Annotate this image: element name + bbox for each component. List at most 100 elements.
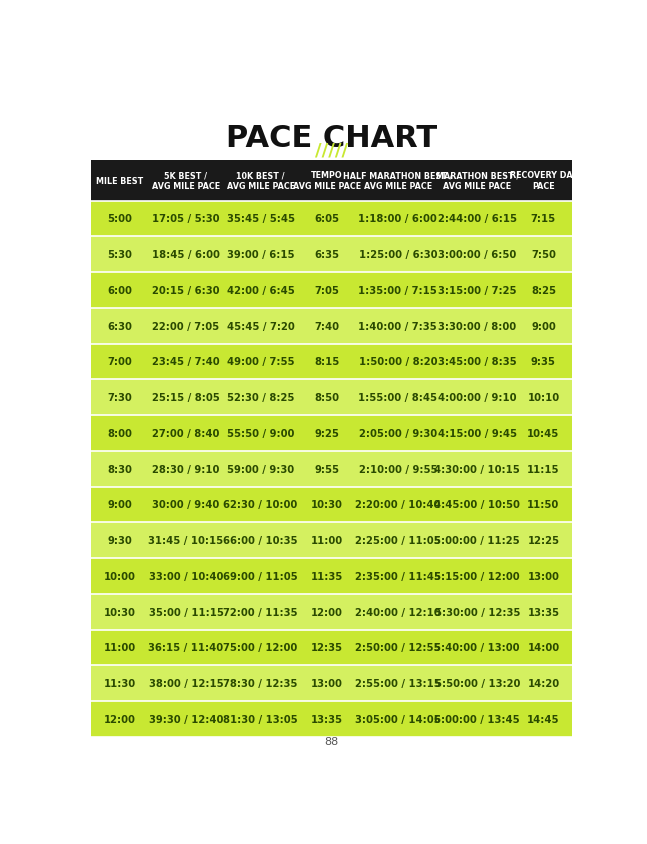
Text: 8:15: 8:15 [314,357,340,367]
Text: 2:44:00 / 6:15: 2:44:00 / 6:15 [438,214,517,225]
Text: 35:45 / 5:45: 35:45 / 5:45 [226,214,294,225]
Text: 7:30: 7:30 [107,392,132,403]
Bar [91,665,573,701]
Text: MARATHON BEST /
AVG MILE PACE: MARATHON BEST / AVG MILE PACE [435,171,519,192]
Text: 1:50:00 / 8:20: 1:50:00 / 8:20 [358,357,437,367]
Text: 69:00 / 11:05: 69:00 / 11:05 [223,571,298,582]
Bar [91,594,573,630]
Text: 8:00: 8:00 [107,429,132,438]
Text: 7:05: 7:05 [314,285,339,295]
Text: 12:25: 12:25 [527,536,560,545]
Text: 5:00:00 / 11:25: 5:00:00 / 11:25 [434,536,520,545]
Bar [91,415,573,452]
Text: 11:00: 11:00 [311,536,343,545]
Text: 6:30: 6:30 [107,322,132,332]
Text: 1:55:00 / 8:45: 1:55:00 / 8:45 [358,392,437,403]
Text: TEMPO
AVG MILE PACE: TEMPO AVG MILE PACE [292,171,361,192]
Text: 39:30 / 12:40: 39:30 / 12:40 [149,714,223,724]
Text: 5:15:00 / 12:00: 5:15:00 / 12:00 [434,571,520,582]
Text: 13:00: 13:00 [311,679,343,689]
Text: 13:35: 13:35 [311,714,343,724]
Text: 4:30:00 / 10:15: 4:30:00 / 10:15 [434,464,520,474]
Text: PACE CHART: PACE CHART [226,124,437,153]
Bar [91,559,573,594]
Text: 6:00: 6:00 [107,285,132,295]
Text: 38:00 / 12:15: 38:00 / 12:15 [149,679,223,689]
Text: 14:20: 14:20 [527,679,560,689]
Text: 33:00 / 10:40: 33:00 / 10:40 [149,571,223,582]
Text: 7:50: 7:50 [531,250,556,260]
Text: 2:10:00 / 9:55: 2:10:00 / 9:55 [358,464,437,474]
Text: 1:40:00 / 7:35: 1:40:00 / 7:35 [358,322,437,332]
Text: 13:00: 13:00 [527,571,559,582]
Text: 3:05:00 / 14:05: 3:05:00 / 14:05 [355,714,441,724]
Text: 9:00: 9:00 [107,500,132,510]
Text: 5K BEST /
AVG MILE PACE: 5K BEST / AVG MILE PACE [152,171,220,192]
Text: 1:35:00 / 7:15: 1:35:00 / 7:15 [358,285,437,295]
Text: 2:40:00 / 12:10: 2:40:00 / 12:10 [355,607,441,617]
Text: 2:35:00 / 11:45: 2:35:00 / 11:45 [355,571,441,582]
Text: 4:15:00 / 9:45: 4:15:00 / 9:45 [438,429,517,438]
Text: 12:00: 12:00 [311,607,343,617]
Text: 25:15 / 8:05: 25:15 / 8:05 [152,392,220,403]
Text: 5:30:00 / 12:35: 5:30:00 / 12:35 [435,607,520,617]
Bar [91,308,573,344]
Text: 1:18:00 / 6:00: 1:18:00 / 6:00 [358,214,437,225]
Bar [91,202,573,237]
Text: HALF MARATHON BEST /
AVG MILE PACE: HALF MARATHON BEST / AVG MILE PACE [343,171,452,192]
Text: 10K BEST /
AVG MILE PACE: 10K BEST / AVG MILE PACE [226,171,294,192]
Bar [91,237,573,273]
Text: 9:55: 9:55 [314,464,339,474]
Text: 2:20:00 / 10:40: 2:20:00 / 10:40 [355,500,441,510]
Text: 8:50: 8:50 [314,392,339,403]
Text: 11:00: 11:00 [104,642,136,652]
Text: 75:00 / 12:00: 75:00 / 12:00 [223,642,298,652]
Text: MILE BEST: MILE BEST [96,176,144,186]
Text: 12:00: 12:00 [104,714,136,724]
Text: 62:30 / 10:00: 62:30 / 10:00 [223,500,298,510]
Text: 9:30: 9:30 [107,536,132,545]
Text: 49:00 / 7:55: 49:00 / 7:55 [227,357,294,367]
Text: 28:30 / 9:10: 28:30 / 9:10 [152,464,220,474]
Bar [91,701,573,737]
Text: 5:40:00 / 13:00: 5:40:00 / 13:00 [434,642,520,652]
Text: 9:35: 9:35 [531,357,556,367]
Text: 3:30:00 / 8:00: 3:30:00 / 8:00 [438,322,516,332]
Text: 4:00:00 / 9:10: 4:00:00 / 9:10 [438,392,516,403]
Bar [91,487,573,522]
Text: 27:00 / 8:40: 27:00 / 8:40 [152,429,220,438]
Text: 13:35: 13:35 [527,607,560,617]
Text: 2:25:00 / 11:05: 2:25:00 / 11:05 [355,536,441,545]
Bar [91,380,573,415]
Text: 3:45:00 / 8:35: 3:45:00 / 8:35 [438,357,516,367]
Text: 18:45 / 6:00: 18:45 / 6:00 [152,250,220,260]
Text: 81:30 / 13:05: 81:30 / 13:05 [223,714,298,724]
Text: 10:00: 10:00 [104,571,136,582]
Text: 55:50 / 9:00: 55:50 / 9:00 [227,429,294,438]
Bar [91,452,573,487]
Text: 88: 88 [324,736,339,746]
Text: 6:05: 6:05 [314,214,339,225]
Text: 9:25: 9:25 [314,429,339,438]
Text: 7:40: 7:40 [314,322,339,332]
Text: 1:25:00 / 6:30: 1:25:00 / 6:30 [358,250,437,260]
Text: 10:30: 10:30 [311,500,343,510]
Text: 30:00 / 9:40: 30:00 / 9:40 [152,500,219,510]
Text: 8:30: 8:30 [107,464,132,474]
Text: 52:30 / 8:25: 52:30 / 8:25 [227,392,294,403]
Text: 31:45 / 10:15: 31:45 / 10:15 [148,536,223,545]
Text: 3:00:00 / 6:50: 3:00:00 / 6:50 [438,250,516,260]
Text: 72:00 / 11:35: 72:00 / 11:35 [223,607,298,617]
Text: 35:00 / 11:15: 35:00 / 11:15 [149,607,223,617]
Text: 14:00: 14:00 [527,642,560,652]
Text: 2:50:00 / 12:55: 2:50:00 / 12:55 [355,642,441,652]
Text: 17:05 / 5:30: 17:05 / 5:30 [152,214,220,225]
Text: 39:00 / 6:15: 39:00 / 6:15 [227,250,294,260]
Text: 7:00: 7:00 [107,357,132,367]
Text: 7:15: 7:15 [531,214,556,225]
Text: 5:30: 5:30 [107,250,132,260]
Text: 36:15 / 11:40: 36:15 / 11:40 [148,642,223,652]
Bar [91,630,573,665]
Text: 11:30: 11:30 [104,679,136,689]
Bar [91,273,573,308]
